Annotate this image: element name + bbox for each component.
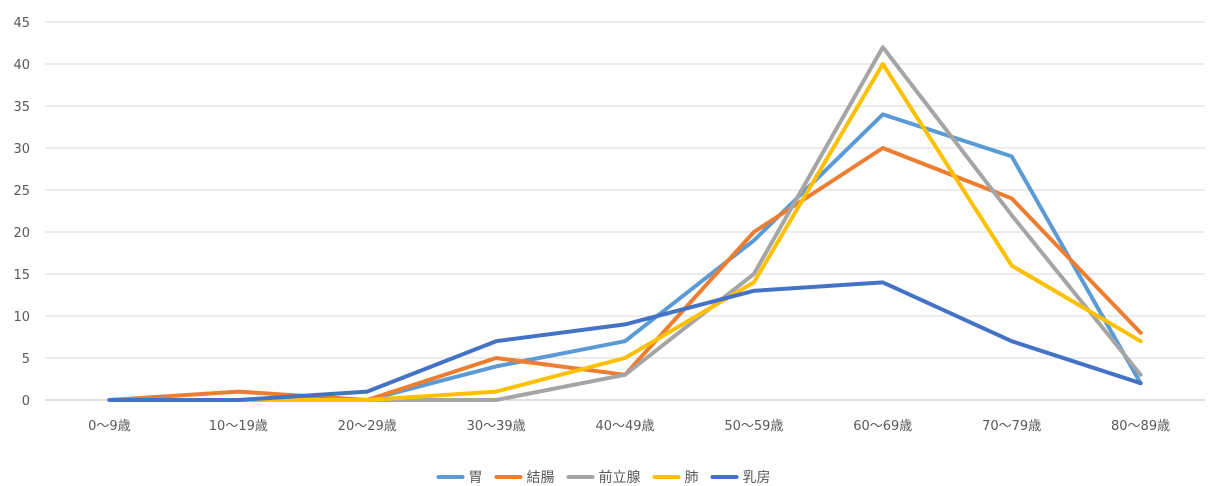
legend-label: 胃 (469, 470, 483, 486)
x-axis-tick-labels: 0〜9歳 10〜19歳 20〜29歳 30〜39歳 40〜49歳 50〜59歳 60〜69歳… (88, 419, 1170, 434)
y-tick-label: 5 (22, 352, 30, 367)
series-line-4 (107, 280, 1143, 402)
legend-item-2: 前立腺 (566, 469, 641, 486)
x-tick-label: 50〜59歳 (724, 419, 783, 434)
y-tick-label: 45 (13, 16, 30, 31)
x-tick-label: 70〜79歳 (982, 419, 1041, 434)
y-axis-tick-labels: 0 5 10 15 20 25 30 35 40 45 (13, 16, 30, 409)
legend-label: 乳房 (743, 470, 771, 486)
legend-item-0: 胃 (436, 470, 483, 486)
gridlines (45, 21, 1205, 401)
legend-item-4: 乳房 (710, 470, 771, 486)
x-tick-label: 10〜19歳 (209, 419, 268, 434)
y-tick-label: 20 (13, 226, 30, 241)
legend-label: 肺 (685, 470, 699, 486)
y-tick-label: 25 (13, 184, 30, 199)
y-tick-label: 0 (22, 394, 30, 409)
x-tick-label: 80〜89歳 (1111, 419, 1170, 434)
x-tick-label: 30〜39歳 (467, 419, 526, 434)
y-tick-label: 10 (13, 310, 30, 325)
series-line-3 (107, 62, 1143, 402)
y-tick-label: 15 (13, 268, 30, 283)
x-tick-label: 40〜49歳 (595, 419, 654, 434)
legend-label: 前立腺 (599, 469, 641, 486)
legend-label: 結腸 (527, 470, 555, 486)
y-tick-label: 40 (13, 58, 30, 73)
legend-item-1: 結腸 (494, 470, 555, 486)
y-tick-label: 30 (13, 142, 30, 157)
series-lines (107, 45, 1143, 402)
x-tick-label: 0〜9歳 (88, 419, 131, 434)
legend-item-3: 肺 (652, 470, 699, 486)
legend: 胃 結腸 前立腺 肺 乳房 (436, 469, 771, 486)
y-tick-label: 35 (13, 100, 30, 115)
x-tick-label: 20〜29歳 (338, 419, 397, 434)
x-tick-label: 60〜69歳 (853, 419, 912, 434)
